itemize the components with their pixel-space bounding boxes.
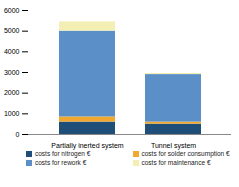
svg-text:Partially inerted system: Partially inerted system [51, 142, 124, 150]
svg-text:3000: 3000 [4, 69, 20, 76]
svg-text:6000: 6000 [4, 7, 20, 14]
svg-text:0: 0 [16, 131, 20, 138]
svg-text:2000: 2000 [4, 89, 20, 96]
html-text:costs for rework €: costs for rework € [35, 159, 87, 166]
svg-text:Tunnel system: Tunnel system [151, 142, 196, 150]
html-text:costs for maintenance €: costs for maintenance € [141, 159, 211, 166]
svg-text:1000: 1000 [4, 110, 20, 117]
html-text:costs for solder consumption €: costs for solder consumption € [141, 150, 230, 157]
svg-text:4000: 4000 [4, 48, 20, 55]
html-text:costs for nitrogen €: costs for nitrogen € [35, 150, 91, 157]
svg-text:5000: 5000 [4, 27, 20, 34]
